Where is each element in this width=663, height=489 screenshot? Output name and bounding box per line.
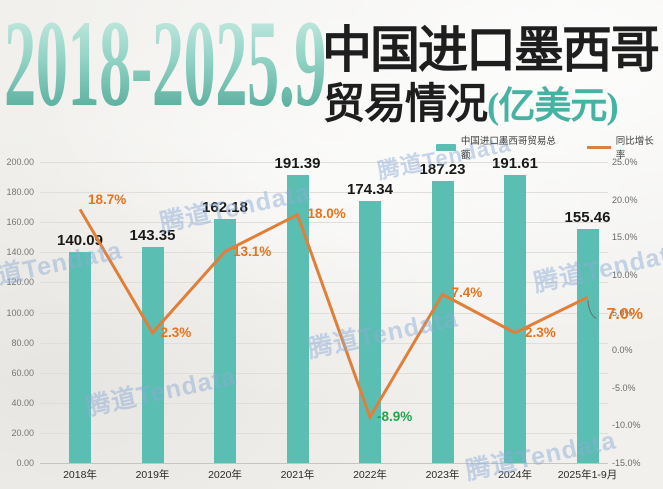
x-axis-label: 2025年1-9月 [557, 469, 618, 481]
x-axis-label: 2022年 [353, 469, 387, 481]
bar-value-label: 155.46 [564, 209, 611, 227]
y-axis-left-tick: 60.00 [11, 367, 34, 378]
bar-value-label: 143.35 [129, 227, 176, 245]
y-axis-right-tick: -15.0% [612, 458, 641, 468]
y-axis-right-tick: -10.0% [612, 420, 641, 431]
growth-rate-label: 2.3% [525, 324, 556, 340]
legend-label-trade-volume: 中国进口墨西哥贸易总额 [460, 136, 556, 161]
gridline [40, 432, 608, 434]
y-axis-left-tick: 100.00 [6, 307, 34, 318]
legend: 中国进口墨西哥贸易总额 同比增长率 [436, 133, 663, 161]
trade-volume-bar [504, 174, 526, 463]
y-axis-right-tick: -5.0% [612, 382, 636, 393]
y-axis-left-tick: 140.00 [6, 247, 34, 258]
bar-series-swatch-icon [436, 143, 456, 151]
trade-volume-bar [141, 247, 164, 463]
page-title-sub-text: 贸易情况 [323, 82, 488, 128]
page-title-year-range: 2018-2025.9 [4, 0, 327, 132]
page-title-sub: 贸易情况(亿美元) [323, 70, 619, 131]
growth-rate-label: 18.7% [88, 192, 127, 208]
trade-volume-bar [69, 252, 91, 463]
x-axis-label: 2023年 [425, 469, 460, 481]
y-axis-right-tick: 25.0% [612, 157, 638, 167]
y-axis-left-tick: 120.00 [6, 277, 34, 288]
y-axis-left-tick: 0.00 [16, 458, 34, 468]
y-axis-left-tick: 200.00 [6, 157, 34, 167]
gridline [40, 463, 608, 464]
legend-label-growth-rate: 同比增长率 [615, 136, 654, 161]
x-axis-label: 2024年 [498, 469, 532, 481]
y-axis-left-tick: 40.00 [11, 397, 34, 408]
y-axis-right-tick: 15.0% [612, 232, 638, 243]
growth-rate-label: 13.1% [233, 243, 272, 259]
growth-rate-label: 7.4% [451, 285, 483, 301]
bar-value-label: 191.39 [274, 154, 321, 172]
trade-volume-bar [286, 174, 309, 463]
y-axis-left-tick: 20.00 [11, 427, 34, 438]
x-axis-label: 2021年 [280, 469, 315, 481]
bar-value-label: 162.18 [202, 198, 248, 216]
growth-rate-label: 7.0% [606, 306, 643, 324]
y-axis-right-tick: 5.0% [612, 307, 633, 318]
y-axis-left-tick: 80.00 [11, 337, 34, 348]
x-axis-label: 2018年 [63, 469, 97, 481]
bar-value-label: 187.23 [419, 161, 466, 179]
y-axis-left-tick: 180.00 [6, 187, 34, 198]
legend-item-trade-volume[interactable]: 中国进口墨西哥贸易总额 [436, 133, 565, 161]
line-series-swatch-icon [586, 145, 611, 149]
page-title-unit: (亿美元) [487, 86, 619, 127]
y-axis-left-tick: 160.00 [6, 217, 34, 228]
page-title-main: 中国进口墨西哥 [322, 22, 660, 78]
gridline [40, 192, 608, 194]
y-axis-right-tick: 0.0% [612, 345, 633, 356]
x-axis-label: 2020年 [208, 469, 242, 481]
growth-rate-label: 18.0% [307, 205, 346, 221]
growth-rate-label: -8.9% [377, 409, 413, 425]
growth-rate-label: 2.3% [160, 324, 192, 340]
trade-volume-bar [576, 229, 599, 463]
y-axis-right-tick: 10.0% [612, 269, 638, 280]
x-axis-label: 2019年 [135, 469, 170, 481]
legend-item-growth-rate[interactable]: 同比增长率 [586, 133, 663, 161]
bar-value-label: 191.61 [492, 154, 538, 172]
y-axis-right-tick: 20.0% [612, 194, 638, 205]
bar-value-label: 174.34 [347, 180, 393, 198]
gridline [40, 162, 608, 163]
trade-volume-bar [431, 181, 454, 463]
